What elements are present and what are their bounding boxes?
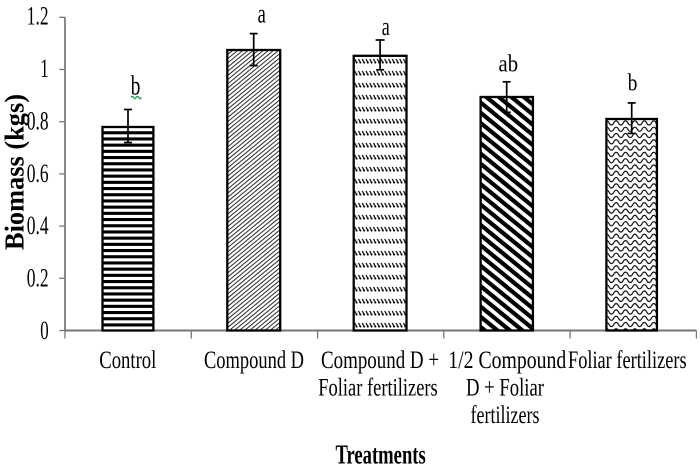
svg-text:0: 0 bbox=[40, 315, 48, 345]
svg-text:1/2 Compound: 1/2 Compound bbox=[448, 347, 566, 374]
svg-text:1: 1 bbox=[40, 53, 48, 83]
svg-text:1.2: 1.2 bbox=[27, 1, 49, 31]
svg-text:b: b bbox=[628, 69, 638, 96]
svg-text:Compound D +: Compound D + bbox=[321, 347, 439, 374]
svg-text:Treatments: Treatments bbox=[335, 440, 425, 470]
svg-text:0.4: 0.4 bbox=[27, 210, 49, 240]
svg-text:D + Foliar: D + Foliar bbox=[466, 375, 545, 402]
svg-text:0.8: 0.8 bbox=[27, 105, 49, 135]
svg-text:ab: ab bbox=[499, 51, 519, 78]
svg-text:a: a bbox=[382, 12, 390, 41]
svg-text:fertilizers: fertilizers bbox=[471, 402, 540, 429]
svg-text:b: b bbox=[131, 70, 141, 100]
svg-text:Foliar fertilizers: Foliar fertilizers bbox=[568, 347, 687, 374]
svg-text:Control: Control bbox=[99, 347, 156, 374]
svg-text:Biomass (kgs): Biomass (kgs) bbox=[0, 94, 30, 250]
svg-text:Compound D: Compound D bbox=[204, 347, 304, 374]
svg-text:Foliar fertilizers: Foliar fertilizers bbox=[318, 375, 438, 402]
svg-text:0.6: 0.6 bbox=[27, 158, 49, 188]
svg-text:a: a bbox=[258, 0, 266, 29]
svg-text:0.2: 0.2 bbox=[27, 263, 49, 293]
